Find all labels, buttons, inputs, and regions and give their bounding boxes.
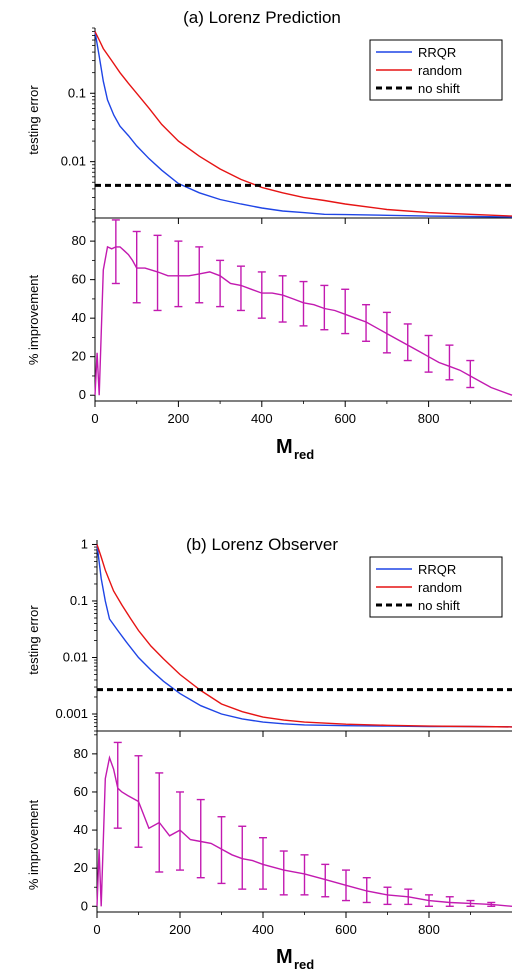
x-tick-label: 600 (334, 411, 356, 426)
x-tick-label: 0 (91, 411, 98, 426)
y-tick-label: 0 (79, 387, 86, 402)
series-b (96, 544, 513, 907)
legend-label-random-b: random (418, 580, 462, 595)
y-tick-label: 60 (74, 784, 88, 799)
chart-title-a: (a) Lorenz Prediction (183, 8, 341, 27)
y-tick-label: 0.001 (55, 706, 88, 721)
x-tick-label: 200 (169, 922, 191, 937)
series-a (94, 31, 513, 396)
top-ylabel-b: testing error (26, 605, 41, 675)
series-line-rrqr (94, 31, 513, 218)
xlabel-b: M (276, 946, 293, 968)
y-tick-label: 80 (72, 233, 86, 248)
legend-label-random-a: random (418, 63, 462, 78)
series-line-random (94, 31, 513, 217)
y-tick-label: 0.1 (68, 85, 86, 100)
series-line-rrqr (96, 544, 513, 728)
y-tick-label: 0.1 (70, 593, 88, 608)
y-tick-label: 1 (81, 536, 88, 551)
y-tick-label: 0 (81, 898, 88, 913)
y-tick-label: 80 (74, 746, 88, 761)
xlabel-sub-b: red (294, 957, 314, 972)
legend-a: RRQR random no shift (369, 39, 503, 101)
top-ylabel-a: testing error (26, 85, 41, 155)
legend-label-noshift-b: no shift (418, 598, 460, 613)
legend-label-rrqr-a: RRQR (418, 45, 456, 60)
y-tick-label: 40 (72, 310, 86, 325)
bottom-ylabel-a: % improvement (26, 274, 41, 365)
improvement-line (94, 245, 513, 396)
y-tick-label: 40 (74, 822, 88, 837)
x-tick-label: 200 (168, 411, 190, 426)
x-tick-label: 0 (93, 922, 100, 937)
x-tick-label: 400 (252, 922, 274, 937)
improvement-line (96, 755, 513, 907)
y-tick-label: 0.01 (63, 649, 88, 664)
y-tick-label: 20 (74, 860, 88, 875)
x-tick-label: 800 (418, 411, 440, 426)
panel-b: (b) Lorenz Observer testing error % impr… (26, 535, 513, 972)
x-tick-label: 600 (335, 922, 357, 937)
chart-title-b: (b) Lorenz Observer (186, 535, 338, 554)
legend-b: RRQR random no shift (369, 556, 503, 618)
x-tick-label: 400 (251, 411, 273, 426)
y-tick-label: 20 (72, 349, 86, 364)
legend-box-a (369, 39, 503, 101)
y-tick-label: 0.01 (61, 154, 86, 169)
legend-label-rrqr-b: RRQR (418, 562, 456, 577)
xlabel-a: M (276, 436, 293, 458)
panel-a: (a) Lorenz Prediction testing error % im… (26, 8, 513, 462)
bottom-ylabel-b: % improvement (26, 799, 41, 890)
x-tick-label: 800 (418, 922, 440, 937)
legend-label-noshift-a: no shift (418, 81, 460, 96)
xlabel-sub-a: red (294, 447, 314, 462)
y-tick-label: 60 (72, 272, 86, 287)
